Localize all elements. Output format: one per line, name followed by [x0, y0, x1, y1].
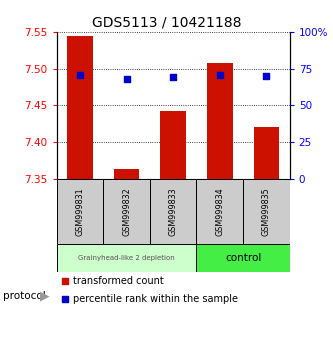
- Bar: [67, 35, 93, 179]
- Point: [62, 278, 67, 284]
- Bar: [243, 179, 290, 244]
- Point: [170, 75, 176, 80]
- Bar: [207, 63, 232, 179]
- Text: percentile rank within the sample: percentile rank within the sample: [73, 294, 238, 304]
- Point: [264, 73, 269, 79]
- Text: GSM999835: GSM999835: [262, 187, 271, 236]
- Point: [217, 72, 222, 77]
- Text: GSM999834: GSM999834: [215, 187, 224, 236]
- Bar: [254, 127, 279, 179]
- Bar: [196, 179, 243, 244]
- Text: Grainyhead-like 2 depletion: Grainyhead-like 2 depletion: [78, 255, 175, 261]
- Text: GDS5113 / 10421188: GDS5113 / 10421188: [92, 16, 241, 30]
- Point: [77, 72, 83, 77]
- Bar: [57, 244, 196, 272]
- Bar: [103, 179, 150, 244]
- Text: ▶: ▶: [40, 289, 50, 302]
- Text: GSM999833: GSM999833: [168, 187, 178, 236]
- Bar: [161, 110, 186, 179]
- Text: control: control: [225, 253, 261, 263]
- Bar: [57, 179, 103, 244]
- Bar: [196, 244, 290, 272]
- Point: [124, 76, 129, 82]
- Text: GSM999832: GSM999832: [122, 187, 131, 236]
- Text: protocol: protocol: [3, 291, 46, 301]
- Bar: [114, 169, 139, 179]
- Point: [62, 296, 67, 302]
- Text: transformed count: transformed count: [73, 276, 164, 286]
- Text: GSM999831: GSM999831: [75, 187, 85, 236]
- Bar: [150, 179, 196, 244]
